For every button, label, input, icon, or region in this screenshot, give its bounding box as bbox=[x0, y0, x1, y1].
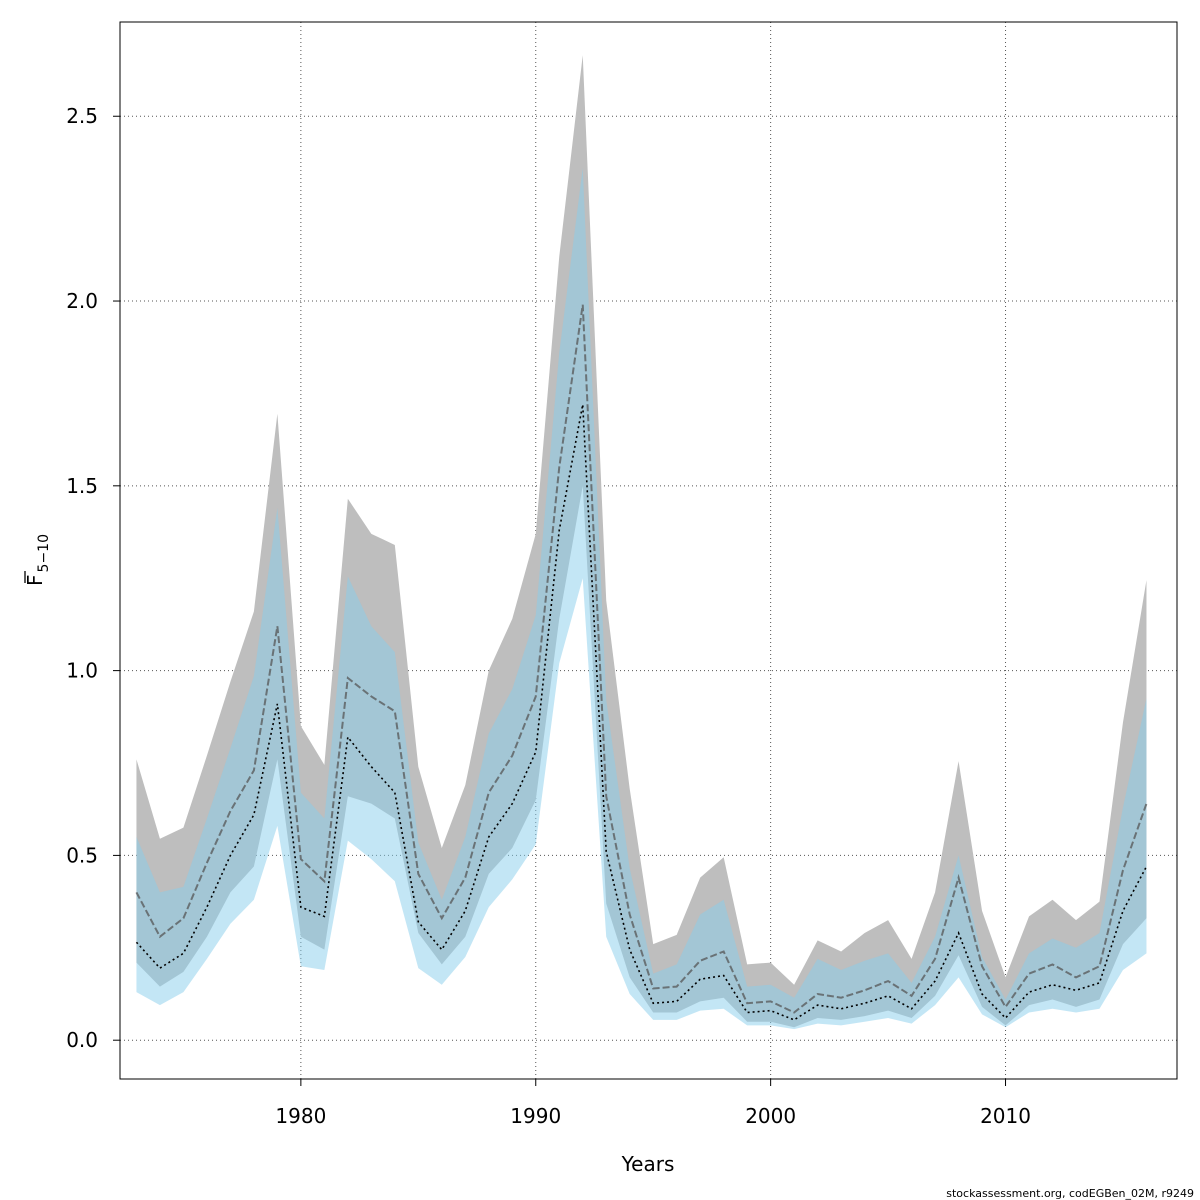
x-tick-label: 1980 bbox=[275, 1104, 326, 1128]
y-tick-label: 0.0 bbox=[66, 1028, 98, 1052]
x-tick-label: 2000 bbox=[745, 1104, 796, 1128]
y-tick-label: 0.5 bbox=[66, 843, 98, 867]
estimate-line-2 bbox=[135, 404, 1148, 1021]
y-tick-label: 2.5 bbox=[66, 104, 98, 128]
y-axis-title-subscript: 5−10 bbox=[36, 534, 52, 572]
plot-frame bbox=[119, 21, 1178, 1080]
y-tick-label: 1.0 bbox=[66, 659, 98, 683]
y-tick-label: 1.5 bbox=[66, 474, 98, 498]
x-axis: 1980 1990 2000 2010 bbox=[275, 1079, 1031, 1128]
y-axis-title-main: F bbox=[23, 574, 47, 586]
x-tick-label: 1990 bbox=[510, 1104, 561, 1128]
confidence-band-2 bbox=[136, 167, 1147, 1030]
x-tick-label: 2010 bbox=[980, 1104, 1031, 1128]
y-axis-title: F 5−10 bbox=[23, 534, 52, 586]
y-tick-label: 2.0 bbox=[66, 289, 98, 313]
svg-text:F5−10: F 5−10 bbox=[23, 534, 52, 586]
y-axis: 0.0 0.5 1.0 1.5 2.0 2.5 bbox=[66, 104, 120, 1052]
x-axis-title: Years bbox=[621, 1152, 675, 1176]
confidence-bands bbox=[136, 55, 1147, 1030]
estimate-line-1 bbox=[135, 304, 1148, 1014]
footer-credit: stockassessment.org, codEGBen_02M, r9249 bbox=[946, 1187, 1194, 1200]
estimate-lines bbox=[135, 304, 1148, 1021]
